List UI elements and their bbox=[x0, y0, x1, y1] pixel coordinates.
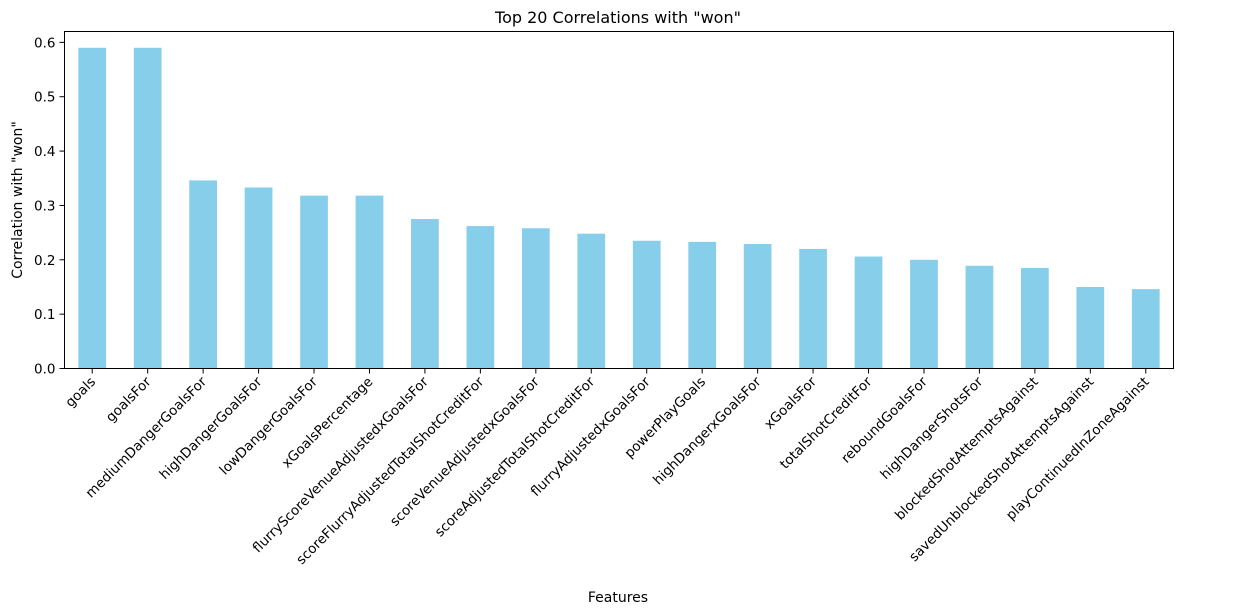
x-axis-label: Features bbox=[588, 590, 648, 606]
bar bbox=[577, 233, 606, 369]
y-tick-label: 0.5 bbox=[34, 90, 55, 106]
bar bbox=[910, 259, 938, 369]
x-axis: goals goalsFormediumDangerGoalsForhighDan… bbox=[62, 368, 1153, 568]
bar bbox=[78, 47, 107, 369]
x-tick-label: goals bbox=[62, 374, 99, 411]
bar bbox=[1076, 286, 1105, 369]
bar bbox=[1131, 289, 1160, 369]
bars-group bbox=[78, 47, 1160, 369]
x-tick-label: xGoalsFor bbox=[761, 374, 820, 433]
bar bbox=[244, 187, 273, 369]
x-tick-label: highDangerxGoalsFor bbox=[650, 374, 765, 489]
y-tick-label: 0.1 bbox=[34, 307, 55, 323]
y-tick-label: 0.3 bbox=[34, 198, 55, 214]
x-tick-label: totalShotCreditFor bbox=[777, 374, 876, 473]
bar bbox=[411, 219, 439, 369]
x-tick-label: highDangerGoalsFor bbox=[157, 374, 266, 483]
y-tick-label: 0.0 bbox=[34, 362, 55, 378]
x-tick-label: goalsFor bbox=[103, 374, 155, 426]
y-axis: 0.0 0.1 0.2 0.3 0.4 0.5 0.6 bbox=[34, 35, 65, 378]
y-tick-label: 0.2 bbox=[34, 253, 55, 269]
x-tick-label: xGoalsPercentage bbox=[279, 374, 376, 471]
y-tick-label: 0.6 bbox=[34, 35, 55, 51]
x-tick-label: highDangerShotsFor bbox=[877, 374, 986, 483]
bar bbox=[521, 228, 550, 369]
bar bbox=[355, 195, 384, 369]
chart-title: Top 20 Correlations with "won" bbox=[494, 8, 741, 27]
bar bbox=[466, 226, 495, 369]
bar bbox=[965, 265, 994, 369]
bar bbox=[1021, 267, 1049, 369]
bar bbox=[743, 244, 772, 369]
y-axis-label: Correlation with "won" bbox=[10, 121, 26, 279]
bar bbox=[300, 195, 328, 369]
bar bbox=[133, 47, 162, 369]
bar bbox=[688, 241, 717, 369]
y-tick-label: 0.4 bbox=[34, 144, 55, 160]
bar bbox=[854, 256, 883, 369]
bar bbox=[799, 248, 827, 369]
x-tick-label: lowDangerGoalsFor bbox=[216, 374, 321, 479]
plot-frame bbox=[64, 31, 1174, 369]
bar bbox=[632, 240, 661, 369]
bar bbox=[189, 180, 217, 369]
